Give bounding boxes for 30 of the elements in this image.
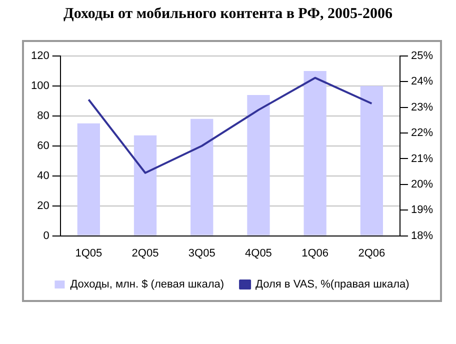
legend-label: Доля в VAS, %(правая шкала) <box>256 278 410 291</box>
chart-title: Доходы от мобильного контента в РФ, 2005-2006 <box>62 6 394 23</box>
bar <box>190 118 214 236</box>
y-tick-label: 60 <box>37 140 50 152</box>
y-tick-label: 120 <box>30 50 50 62</box>
x-tick-label: 2Q06 <box>358 247 386 260</box>
bar <box>247 94 270 236</box>
bar <box>77 123 100 236</box>
legend-label: Доходы, млн. $ (левая шкала) <box>70 278 224 291</box>
y-tick-label: 80 <box>37 110 50 122</box>
x-tick-label: 3Q05 <box>188 247 216 260</box>
y2-tick-label: 24% <box>410 76 434 88</box>
y-tick-label: 20 <box>37 200 50 212</box>
x-tick-label: 4Q05 <box>245 247 272 260</box>
bar <box>360 86 384 236</box>
x-tick-label: 1Q06 <box>302 247 329 260</box>
y-tick-label: 100 <box>30 80 50 92</box>
bar <box>304 70 326 236</box>
y2-tick-label: 20% <box>410 178 434 190</box>
y2-tick-label: 22% <box>410 127 434 140</box>
y2-tick-label: 19% <box>410 204 434 216</box>
y-tick-label: 0 <box>43 230 50 242</box>
y2-tick-label: 23% <box>410 101 434 114</box>
x-tick-label: 1Q05 <box>75 247 102 260</box>
y2-tick-label: 25% <box>410 50 434 62</box>
y2-tick-label: 21% <box>410 152 434 165</box>
y-tick-label: 40 <box>37 170 50 182</box>
x-tick-label: 2Q05 <box>132 247 159 260</box>
y2-tick-label: 18% <box>410 230 434 242</box>
bar <box>134 135 157 236</box>
